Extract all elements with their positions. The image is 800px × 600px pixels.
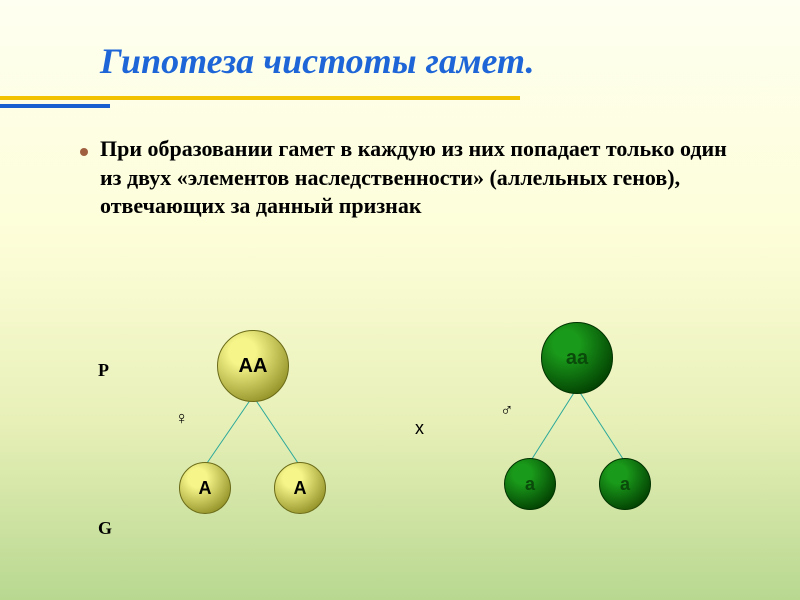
gamete-node: a [599, 458, 651, 510]
underline-blue [0, 104, 110, 108]
underline-yellow [0, 96, 520, 100]
bullet-icon [80, 148, 88, 156]
parent-node: АА [217, 330, 289, 402]
body-paragraph: При образовании гамет в каждую из них по… [100, 135, 740, 221]
slide-title: Гипотеза чистоты гамет. [100, 40, 534, 82]
gamete-node: А [179, 462, 231, 514]
female-symbol: ♀ [175, 408, 189, 429]
parent-node: aa [541, 322, 613, 394]
gamete-node: a [504, 458, 556, 510]
male-symbol: ♂ [500, 400, 514, 421]
label-gametes-G: G [98, 518, 112, 539]
title-bar: Гипотеза чистоты гамет. [0, 40, 800, 110]
label-parent-P: P [98, 360, 109, 381]
gamete-node: А [274, 462, 326, 514]
cross-x: x [415, 418, 424, 439]
